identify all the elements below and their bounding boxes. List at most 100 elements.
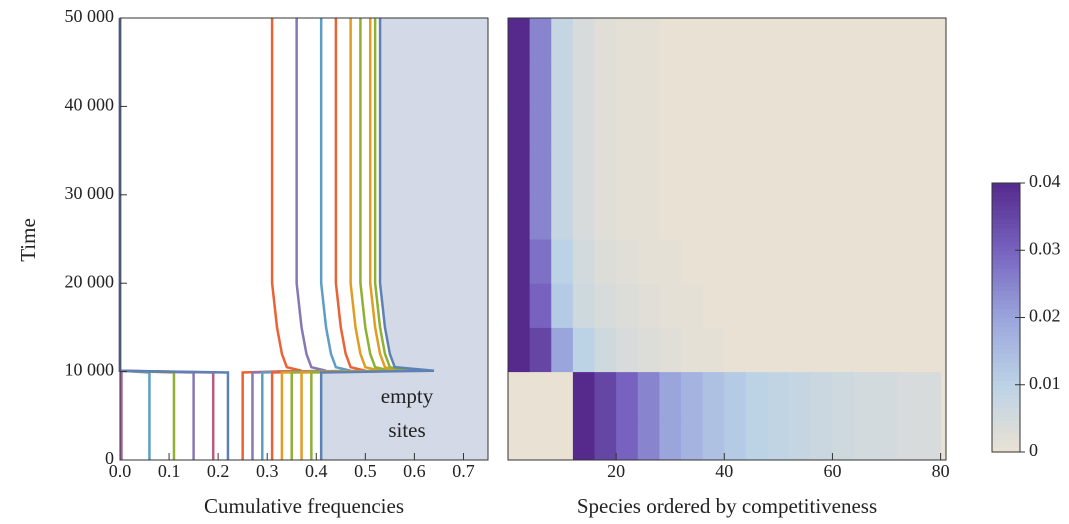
colorbar-step [992, 384, 1020, 390]
heat-cell [767, 327, 790, 373]
heat-cell [832, 106, 855, 152]
heat-cell [810, 415, 833, 461]
y-tick-label: 20 000 [65, 271, 115, 291]
colorbar-step [992, 380, 1020, 386]
heat-cell [616, 150, 639, 196]
plot-left: 0.0 0.1 0.2 0.3 0.4 0.5 0.6 0.7 0 10 000 20 000 30 … [65, 6, 489, 481]
heat-cell [572, 62, 596, 107]
heat-cell [572, 106, 596, 152]
x-tick-label: 0.7 [452, 461, 475, 481]
heat-cell [551, 150, 574, 196]
heat-cell [789, 283, 812, 328]
heat-cell [529, 18, 552, 63]
colorbar-step [992, 286, 1020, 292]
colorbar-step [992, 308, 1020, 314]
heat-cell [918, 283, 942, 328]
heat-cell [529, 327, 552, 373]
heat-cell [616, 371, 639, 417]
colorbar-step [992, 420, 1020, 426]
colorbar-step [992, 259, 1020, 265]
heat-cell [529, 239, 552, 284]
colorbar-tick-label: 0.04 [1029, 171, 1061, 191]
heat-cell [745, 239, 769, 284]
heat-cell [551, 62, 574, 107]
colorbar-tick-label: 0 [1029, 440, 1038, 460]
heat-cell [724, 415, 747, 461]
heat-cell [745, 371, 769, 417]
colorbar-step [992, 290, 1020, 296]
heat-cell [637, 327, 660, 373]
plot-right: 20 40 60 80 0 0.01 0.02 0.03 0.04 [507, 17, 1061, 481]
colorbar-step [992, 183, 1020, 189]
heat-cell [508, 283, 531, 328]
heat-cell [918, 371, 942, 417]
heat-cell [854, 194, 877, 240]
heat-cell [724, 62, 747, 107]
heat-cell [918, 327, 942, 373]
heat-cell [897, 239, 920, 284]
heat-cell [551, 18, 574, 63]
heat-cell [529, 194, 552, 240]
colorbar-step [992, 245, 1020, 251]
heat-cell [897, 62, 920, 107]
colorbar-step [992, 223, 1020, 229]
heat-cell [745, 150, 769, 196]
colorbar-step [992, 295, 1020, 301]
colorbar-step [992, 317, 1020, 323]
heat-cell [659, 415, 682, 461]
heat-cell [529, 371, 552, 417]
colorbar-step [992, 357, 1020, 363]
colorbar-step [992, 304, 1020, 310]
heat-cell [659, 327, 682, 373]
colorbar-step [992, 250, 1020, 256]
colorbar: 0 0.01 0.02 0.03 0.04 [991, 171, 1061, 460]
empty-region [321, 18, 488, 460]
series-line [118, 18, 195, 460]
heat-cell [875, 327, 898, 373]
heat-cell [724, 283, 747, 328]
heat-cell [681, 194, 704, 240]
y-axis-label: Time [16, 218, 40, 262]
heat-cell [767, 194, 790, 240]
heat-cell [918, 415, 942, 461]
heat-cell [594, 283, 617, 328]
x-tick-label: 60 [823, 461, 841, 481]
heat-cell [616, 62, 639, 107]
heat-cell [832, 239, 855, 284]
heat-cell [659, 18, 682, 63]
heat-cell [767, 239, 790, 284]
colorbar-tick-label: 0.03 [1029, 238, 1061, 258]
heat-cell [529, 415, 552, 461]
heat-cell [681, 371, 704, 417]
heat-cell [897, 327, 920, 373]
heat-cell [767, 415, 790, 461]
heat-cell [767, 371, 790, 417]
heat-cell [551, 327, 574, 373]
heat-cell [810, 18, 833, 63]
heat-cell [616, 283, 639, 328]
colorbar-step [992, 214, 1020, 220]
colorbar-tick-label: 0.02 [1029, 306, 1061, 326]
heat-cell [508, 415, 531, 461]
series-line [118, 18, 215, 460]
heat-cell [832, 283, 855, 328]
colorbar-step [992, 236, 1020, 242]
heat-cell [616, 327, 639, 373]
x-axis-label: Species ordered by competitiveness [577, 494, 877, 518]
heat-cell [594, 371, 617, 417]
x-tick-label: 0.6 [403, 461, 426, 481]
x-tick-label: 0.0 [109, 461, 132, 481]
heat-cell [745, 62, 769, 107]
heat-cell [551, 194, 574, 240]
heat-cell [745, 106, 769, 152]
heat-cell [594, 106, 617, 152]
heat-cell [702, 194, 725, 240]
heat-cell [572, 283, 596, 328]
heat-cell [810, 106, 833, 152]
colorbar-step [992, 272, 1020, 278]
heat-cell [767, 18, 790, 63]
y-tick-label: 10 000 [65, 360, 115, 380]
heat-cell [508, 194, 531, 240]
colorbar-step [992, 393, 1020, 399]
